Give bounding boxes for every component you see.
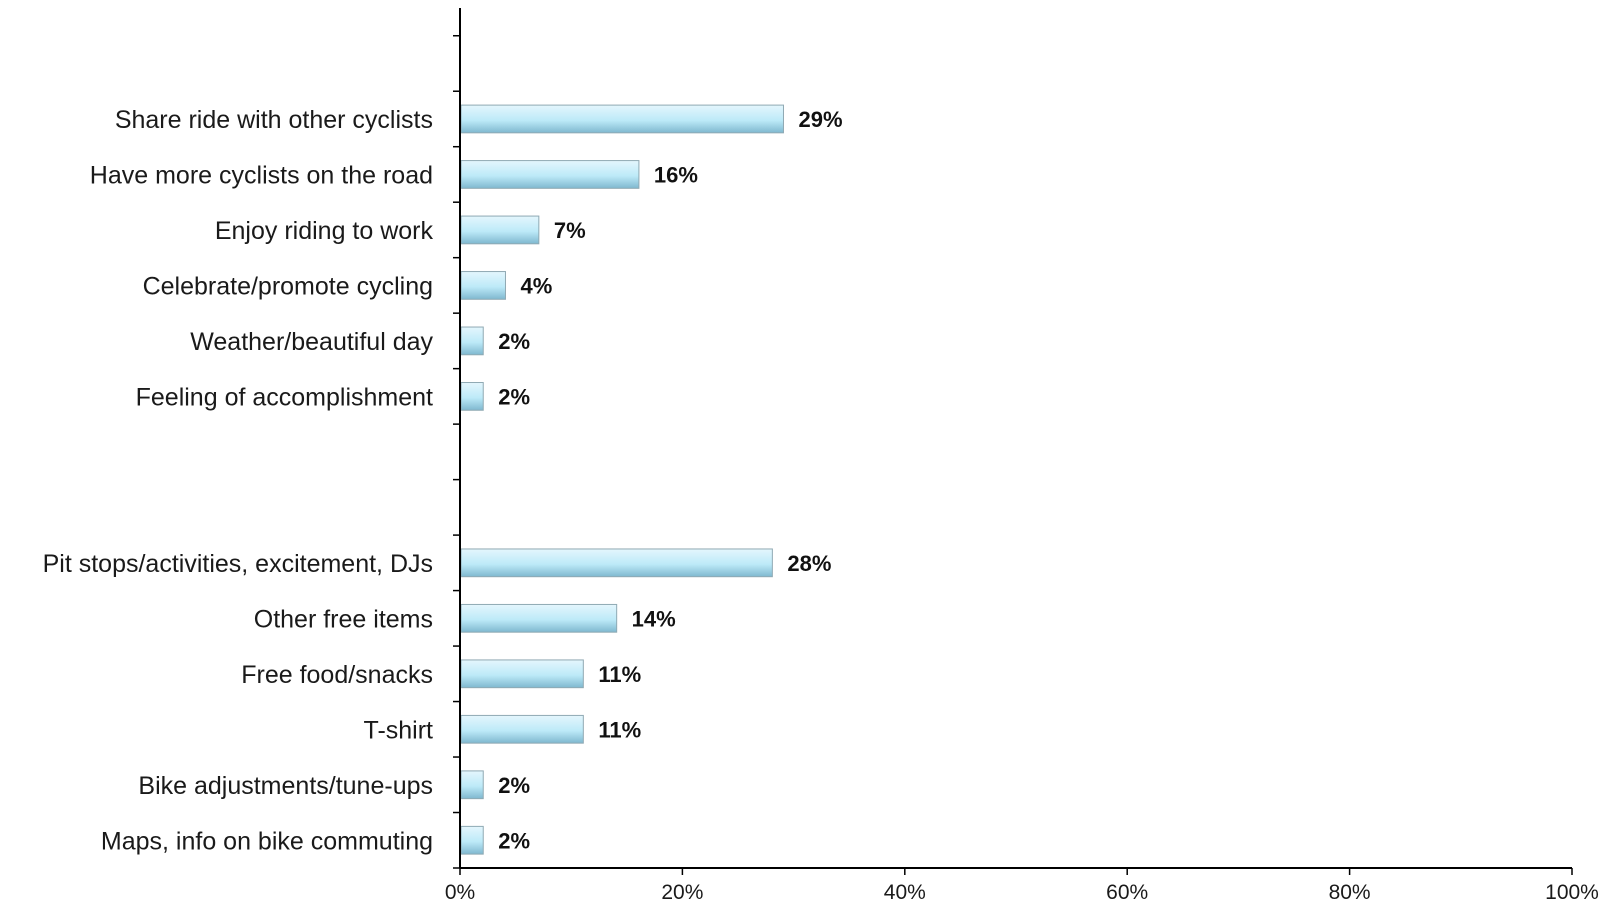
category-label: Weather/beautiful day (190, 328, 433, 356)
x-tick-label: 40% (884, 881, 926, 904)
category-label: Bike adjustments/tune-ups (138, 772, 433, 800)
x-tick-label: 0% (445, 881, 475, 904)
value-label: 11% (598, 662, 641, 687)
category-label: Other free items (254, 605, 433, 633)
x-tick-label: 100% (1545, 881, 1599, 904)
category-label: T-shirt (364, 716, 434, 744)
labels-layer: 29% Share ride with other cyclists 16% Have… (43, 106, 843, 855)
value-label: 16% (654, 162, 698, 187)
bar (460, 382, 484, 411)
x-tick-label: 20% (661, 881, 703, 904)
value-label: 4% (520, 273, 552, 298)
value-label: 29% (798, 107, 842, 132)
value-label: 11% (598, 717, 641, 742)
bar (460, 603, 618, 633)
category-label: Have more cyclists on the road (90, 161, 433, 189)
bars-layer (460, 104, 784, 855)
category-label: Celebrate/promote cycling (143, 272, 433, 300)
value-label: 2% (498, 828, 530, 853)
category-label: Share ride with other cyclists (115, 106, 433, 134)
value-label: 7% (554, 218, 586, 243)
bar (460, 215, 540, 245)
category-label: Maps, info on bike commuting (101, 827, 433, 855)
x-tick-label: 60% (1106, 881, 1148, 904)
category-label: Pit stops/activities, excitement, DJs (43, 550, 433, 578)
category-label: Feeling of accomplishment (136, 383, 433, 411)
bar (460, 659, 584, 689)
bar (460, 714, 584, 744)
value-label: 28% (787, 551, 831, 576)
axis-layer: 0% 20% 40% 60% 80% 100% (445, 8, 1599, 904)
bar (460, 271, 506, 300)
bar (460, 326, 484, 356)
bar (460, 770, 484, 800)
category-label: Free food/snacks (241, 661, 433, 689)
bar (460, 825, 484, 855)
value-label: 2% (498, 384, 530, 409)
bar (460, 160, 640, 189)
value-label: 2% (498, 773, 530, 798)
bar (460, 548, 773, 578)
x-tick-label: 80% (1329, 881, 1371, 904)
value-label: 2% (498, 329, 530, 354)
bar (460, 104, 784, 134)
category-label: Enjoy riding to work (215, 217, 434, 245)
value-label: 14% (632, 606, 676, 631)
